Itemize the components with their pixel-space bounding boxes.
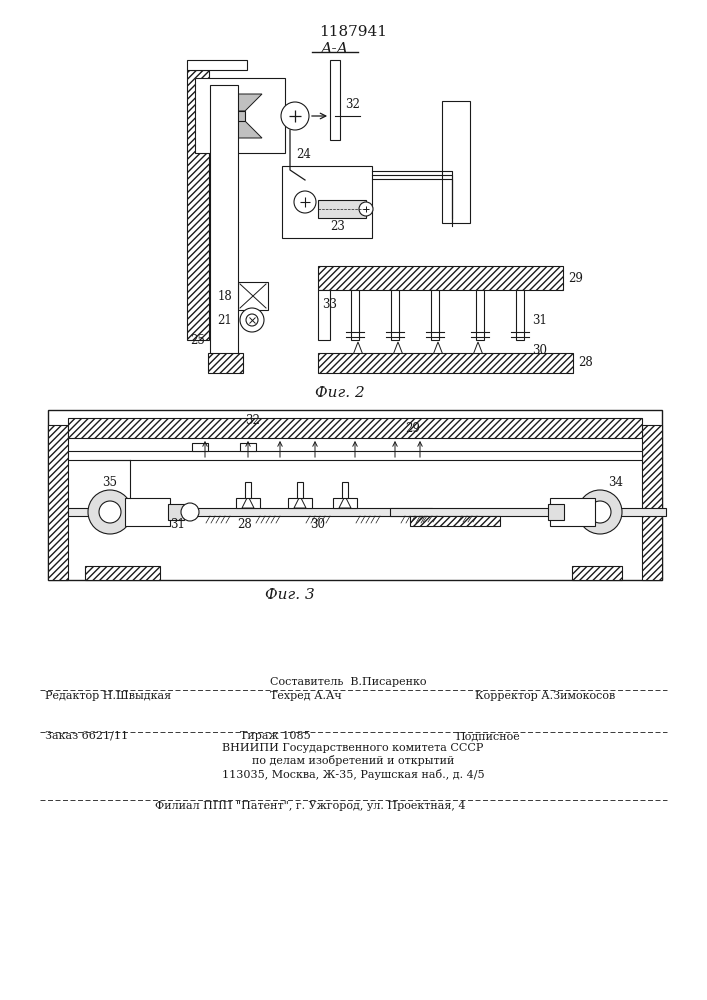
Text: ВНИИПИ Государственного комитета СССР: ВНИИПИ Государственного комитета СССР bbox=[222, 743, 484, 753]
Polygon shape bbox=[339, 496, 351, 508]
Circle shape bbox=[181, 503, 199, 521]
Circle shape bbox=[578, 490, 622, 534]
Bar bbox=[572, 566, 622, 580]
Circle shape bbox=[246, 314, 258, 326]
Text: 113035, Москва, Ж-35, Раушская наб., д. 4/5: 113035, Москва, Ж-35, Раушская наб., д. … bbox=[222, 768, 484, 780]
Bar bbox=[235, 111, 245, 121]
Polygon shape bbox=[218, 94, 262, 111]
Text: 21: 21 bbox=[217, 314, 232, 326]
Bar bbox=[642, 425, 662, 580]
Text: 24: 24 bbox=[296, 148, 311, 161]
Circle shape bbox=[281, 102, 309, 130]
Text: Техред А.Ач: Техред А.Ач bbox=[270, 691, 341, 701]
Bar bbox=[187, 70, 209, 340]
Text: 1187941: 1187941 bbox=[319, 25, 387, 39]
Circle shape bbox=[240, 308, 264, 332]
Circle shape bbox=[88, 490, 132, 534]
Bar bbox=[210, 85, 238, 355]
Text: Редактор Н.Швыдкая: Редактор Н.Швыдкая bbox=[45, 691, 171, 701]
Bar bbox=[168, 504, 184, 520]
Text: 34: 34 bbox=[608, 476, 623, 488]
Text: 29: 29 bbox=[405, 422, 420, 434]
Bar bbox=[391, 290, 399, 340]
Text: 32: 32 bbox=[245, 414, 260, 426]
Text: 18: 18 bbox=[217, 290, 232, 304]
Text: 23: 23 bbox=[330, 221, 345, 233]
Text: А-А: А-А bbox=[321, 42, 349, 56]
Text: Филиал ППП "Патент", г. Ужгород, ул. Проектная, 4: Филиал ППП "Патент", г. Ужгород, ул. Про… bbox=[155, 801, 465, 811]
Bar bbox=[238, 282, 268, 310]
Text: Корректор А.Зимокосов: Корректор А.Зимокосов bbox=[475, 691, 615, 701]
Text: 32: 32 bbox=[345, 99, 360, 111]
Bar bbox=[240, 443, 256, 451]
Polygon shape bbox=[393, 342, 403, 355]
Bar bbox=[68, 451, 642, 460]
Polygon shape bbox=[433, 342, 443, 355]
Text: 25: 25 bbox=[190, 334, 205, 347]
Bar bbox=[68, 508, 432, 516]
Polygon shape bbox=[242, 496, 254, 508]
Bar bbox=[195, 78, 285, 153]
Text: 30: 30 bbox=[532, 344, 547, 357]
Bar bbox=[288, 498, 312, 508]
Bar bbox=[48, 425, 68, 580]
Bar bbox=[342, 482, 348, 498]
Bar bbox=[410, 516, 500, 526]
Bar bbox=[48, 410, 662, 580]
Circle shape bbox=[589, 501, 611, 523]
Bar bbox=[318, 200, 366, 218]
Bar bbox=[550, 498, 595, 526]
Bar bbox=[431, 290, 439, 340]
Bar bbox=[236, 498, 260, 508]
Text: 33: 33 bbox=[322, 298, 337, 312]
Bar bbox=[297, 482, 303, 498]
Polygon shape bbox=[294, 496, 306, 508]
Text: Подписное: Подписное bbox=[455, 731, 520, 741]
Text: 31: 31 bbox=[170, 518, 185, 530]
Circle shape bbox=[99, 501, 121, 523]
Bar bbox=[330, 60, 340, 140]
Polygon shape bbox=[473, 342, 483, 355]
Text: 30: 30 bbox=[310, 518, 325, 530]
Polygon shape bbox=[218, 121, 262, 138]
Text: 28: 28 bbox=[578, 357, 592, 369]
Bar bbox=[192, 443, 208, 451]
Bar bbox=[548, 504, 564, 520]
Bar bbox=[318, 353, 573, 373]
Text: Тираж 1085: Тираж 1085 bbox=[240, 731, 311, 741]
Text: 35: 35 bbox=[102, 476, 117, 488]
Bar bbox=[390, 508, 666, 516]
Bar bbox=[282, 166, 372, 238]
Bar bbox=[318, 290, 330, 340]
Bar bbox=[245, 482, 251, 498]
Bar bbox=[351, 290, 359, 340]
Bar bbox=[187, 60, 247, 70]
Bar bbox=[68, 418, 642, 438]
Text: Фиг. 3: Фиг. 3 bbox=[265, 588, 315, 602]
Polygon shape bbox=[353, 342, 363, 355]
Bar bbox=[442, 101, 470, 223]
Text: 29: 29 bbox=[568, 271, 583, 284]
Text: Заказ 6621/11: Заказ 6621/11 bbox=[45, 731, 128, 741]
Text: 31: 31 bbox=[532, 314, 547, 326]
Circle shape bbox=[294, 191, 316, 213]
Bar bbox=[85, 566, 160, 580]
Text: Составитель  В.Писаренко: Составитель В.Писаренко bbox=[270, 677, 426, 687]
Bar bbox=[516, 290, 524, 340]
Circle shape bbox=[359, 202, 373, 216]
Bar bbox=[333, 498, 357, 508]
Text: Фиг. 2: Фиг. 2 bbox=[315, 386, 365, 400]
Bar bbox=[208, 353, 243, 373]
Bar bbox=[125, 498, 170, 526]
Bar bbox=[476, 290, 484, 340]
Text: по делам изобретений и открытий: по делам изобретений и открытий bbox=[252, 756, 454, 766]
Bar bbox=[318, 266, 563, 290]
Text: 28: 28 bbox=[237, 518, 252, 530]
